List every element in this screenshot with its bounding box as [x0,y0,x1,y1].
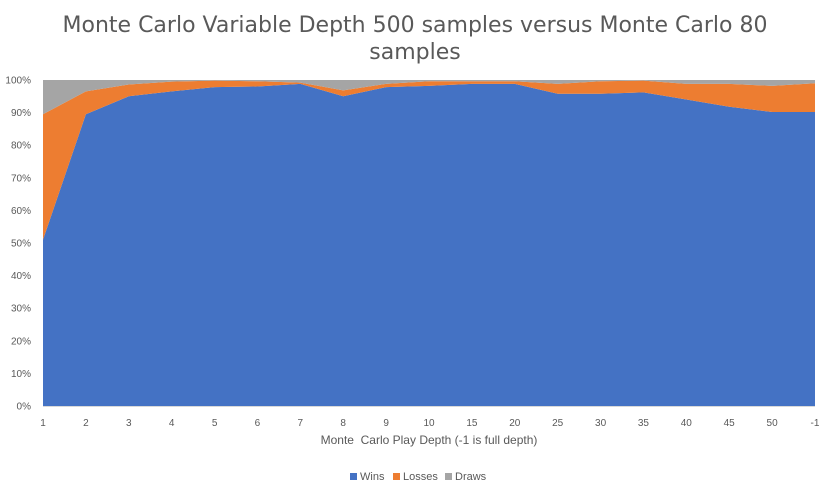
x-tick-label: 3 [126,418,132,429]
x-tick-label: 7 [298,418,304,429]
x-tick-label: 40 [681,418,693,429]
x-tick-label: 10 [423,418,435,429]
x-tick-label: 1 [40,418,46,429]
x-axis-title: Monte Carlo Play Depth (-1 is full depth… [321,433,538,447]
x-tick-label: 45 [724,418,736,429]
x-axis: 1 2 3 4 5 6 7 8 9 10 15 20 25 30 35 40 45 50 -1 [40,418,820,429]
x-tick-label: 20 [509,418,521,429]
plot-area [43,80,815,406]
legend-label: Draws [455,471,487,483]
y-tick-label: 80% [11,141,31,152]
y-tick-label: 40% [11,271,31,282]
x-tick-label: 50 [767,418,779,429]
legend-swatch [445,473,452,480]
y-tick-label: 50% [11,239,31,250]
legend-swatch [393,473,400,480]
y-tick-label: 70% [11,173,31,184]
x-tick-label: 25 [552,418,564,429]
x-tick-label: -1 [811,418,820,429]
y-tick-label: 10% [11,369,31,380]
legend-item-wins: Wins [350,471,385,483]
legend-label: Wins [360,471,385,483]
y-axis: 0% 10% 20% 30% 40% 50% 60% 70% 80% 90% 100% [5,76,31,413]
x-tick-label: 5 [212,418,218,429]
x-tick-label: 15 [466,418,478,429]
y-tick-label: 60% [11,206,31,217]
area-losses [43,80,815,240]
legend: Wins Losses Draws [350,471,487,483]
x-tick-label: 9 [383,418,389,429]
area-wins [43,83,815,406]
y-tick-label: 100% [5,76,31,87]
chart-title-line-2: samples [369,40,460,65]
legend-swatch [350,473,357,480]
legend-item-draws: Draws [445,471,487,483]
y-tick-label: 30% [11,304,31,315]
y-tick-label: 20% [11,336,31,347]
area-draws [43,80,815,115]
chart-title-line-1: Monte Carlo Variable Depth 500 samples v… [63,13,768,38]
x-tick-label: 4 [169,418,175,429]
x-tick-label: 2 [83,418,89,429]
legend-label: Losses [403,471,438,483]
x-tick-label: 30 [595,418,607,429]
chart-title: Monte Carlo Variable Depth 500 samples v… [63,13,768,65]
y-tick-label: 90% [11,108,31,119]
x-tick-label: 35 [638,418,650,429]
x-tick-label: 6 [255,418,261,429]
x-tick-label: 8 [340,418,346,429]
legend-item-losses: Losses [393,471,438,483]
y-tick-label: 0% [17,402,32,413]
